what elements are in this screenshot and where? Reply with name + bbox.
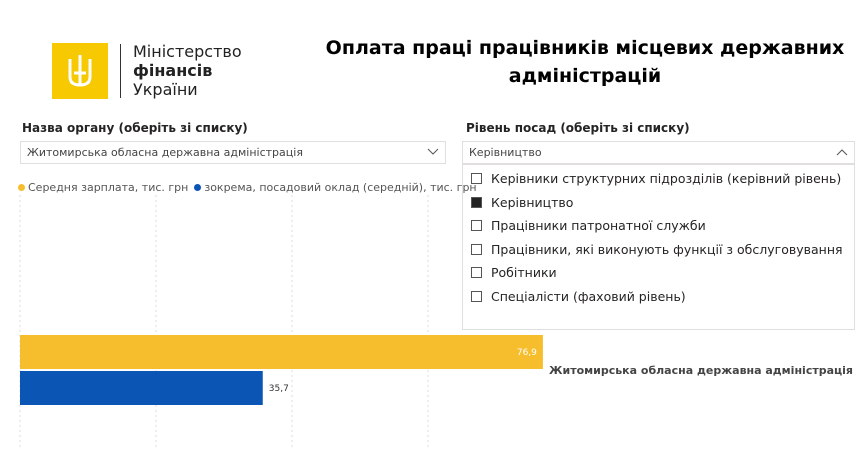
legend: Середня зарплата, тис. грн зокрема, посад… xyxy=(18,181,477,194)
checkbox xyxy=(471,243,482,255)
option[interactable]: Працівники, які виконують функції з обсл… xyxy=(471,238,846,262)
legend-dot xyxy=(18,184,25,191)
option[interactable]: Працівники патронатної служби xyxy=(471,214,846,238)
page-title: Оплата праці працівників місцевих держав… xyxy=(325,37,845,87)
legend-item: Середня зарплата, тис. грн xyxy=(18,181,188,194)
option[interactable]: Керівники структурних підрозділів (керів… xyxy=(471,167,846,191)
logo-line: Міністерство xyxy=(133,42,242,61)
dropdown-value: Керівництво xyxy=(469,146,542,159)
dropdown[interactable]: Житомирська обласна державна адміністрац… xyxy=(20,141,446,164)
legend-label: Середня зарплата, тис. грн xyxy=(28,181,189,194)
logo-line: України xyxy=(133,80,198,99)
checkbox xyxy=(471,220,482,232)
option[interactable]: Спеціалісти (фаховий рівень) xyxy=(471,285,846,309)
filter-label: Рівень посад (оберіть зі списку) xyxy=(466,121,690,135)
legend-item: зокрема, посадовий оклад (середній), тис… xyxy=(194,181,477,194)
value-label: 35,7 xyxy=(269,384,289,394)
option-label: Робітники xyxy=(491,265,557,281)
checkbox xyxy=(471,290,482,302)
checkbox xyxy=(471,173,482,185)
category-label: Житомирська обласна державна адміністрац… xyxy=(549,364,853,377)
option-label: Керівники структурних підрозділів (керів… xyxy=(491,171,842,187)
legend-dot xyxy=(194,184,202,191)
option-label: Працівники, які виконують функції з обсл… xyxy=(491,241,843,257)
option-label: Керівництво xyxy=(491,194,574,210)
logo-line: фінансів xyxy=(133,61,213,80)
filter-label: Назва органу (оберіть зі списку) xyxy=(22,121,248,135)
option-label: Спеціалісти (фаховий рівень) xyxy=(491,288,686,304)
logo-icon xyxy=(52,43,108,99)
dropdown-list: Керівники структурних підрозділів (керів… xyxy=(462,164,855,330)
dropdown-value: Житомирська обласна державна адміністрац… xyxy=(27,146,303,159)
value-label: 76,9 xyxy=(517,348,537,358)
logo-divider xyxy=(120,44,121,98)
logo-text: Міністерство фінансів України xyxy=(133,42,242,99)
dropdown[interactable]: Керівництво xyxy=(462,141,855,164)
chevron xyxy=(427,148,439,155)
chart: 76,9 35,7 Житомирська обласна державна адм… xyxy=(19,195,853,450)
chevron xyxy=(836,149,848,156)
bar xyxy=(20,371,263,405)
option[interactable]: Робітники xyxy=(471,261,846,285)
option-label: Працівники патронатної служби xyxy=(491,218,706,234)
checkbox xyxy=(471,196,482,208)
legend-label: зокрема, посадовий оклад (середній), тис… xyxy=(204,181,477,194)
option[interactable]: Керівництво xyxy=(471,191,846,215)
checkbox xyxy=(471,267,482,279)
bar xyxy=(20,335,543,369)
